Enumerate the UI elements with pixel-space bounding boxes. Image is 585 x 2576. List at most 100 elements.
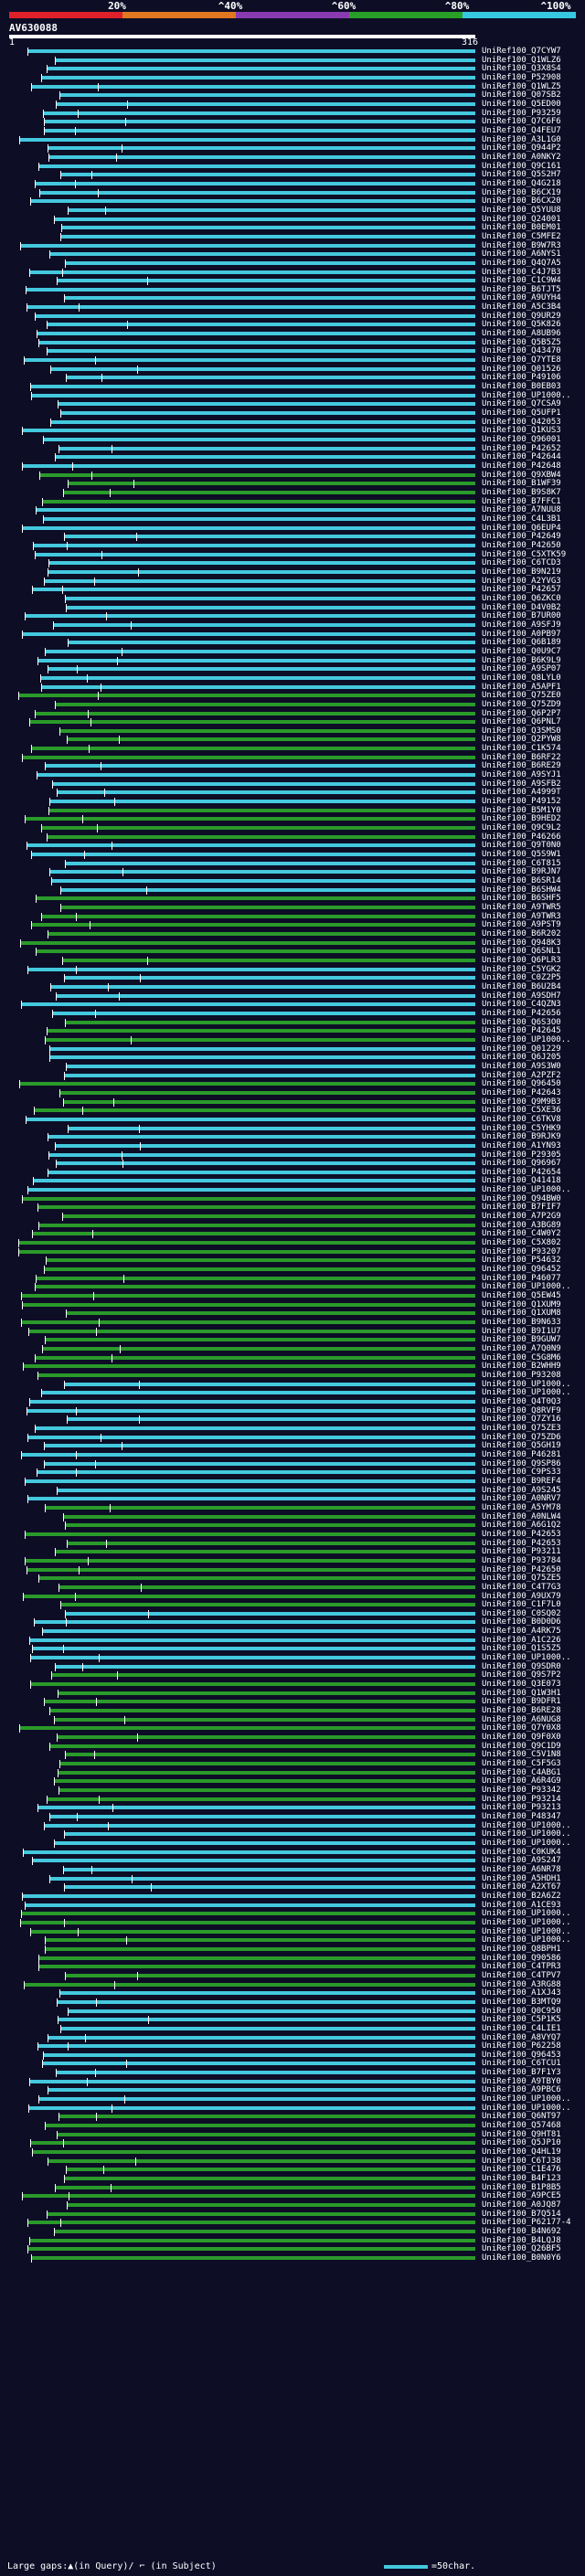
hit-bar[interactable] (58, 2115, 475, 2119)
hit-label[interactable]: UniRef100_A6R4G9 (482, 1776, 561, 1786)
hit-label[interactable]: UniRef100_Q944P2 (482, 143, 561, 154)
hit-bar[interactable] (48, 808, 475, 812)
hit-label[interactable]: UniRef100_P93211 (482, 1547, 561, 1557)
hit-label[interactable]: UniRef100_B0EB03 (482, 382, 561, 392)
hit-label[interactable]: UniRef100_C0SQ02 (482, 1608, 561, 1618)
hit-label[interactable]: UniRef100_Q6EUP4 (482, 523, 561, 533)
hit-bar[interactable] (59, 1762, 475, 1766)
hit-bar[interactable] (65, 861, 475, 865)
hit-bar[interactable] (27, 49, 475, 53)
hit-label[interactable]: UniRef100_C9PS33 (482, 1468, 561, 1478)
hit-bar[interactable] (45, 1338, 475, 1342)
hit-bar[interactable] (30, 385, 475, 389)
hit-label[interactable]: UniRef100_C5YHK9 (482, 1123, 561, 1133)
hit-label[interactable]: UniRef100_Q94BW0 (482, 1193, 561, 1203)
hit-label[interactable]: UniRef100_P42650 (482, 540, 561, 550)
hit-bar[interactable] (56, 2071, 475, 2075)
hit-label[interactable]: UniRef100_Q57468 (482, 2121, 561, 2131)
hit-label[interactable]: UniRef100_UP1000.. (482, 1820, 571, 1830)
hit-label[interactable]: UniRef100_Q75ZD6 (482, 1432, 561, 1442)
hit-bar[interactable] (67, 1541, 475, 1545)
hit-label[interactable]: UniRef100_A3L1G0 (482, 134, 561, 144)
hit-label[interactable]: UniRef100_UP1000.. (482, 1909, 571, 1919)
hit-label[interactable]: UniRef100_A6NUG8 (482, 1714, 561, 1724)
hit-label[interactable]: UniRef100_A9S245 (482, 1485, 561, 1495)
hit-label[interactable]: UniRef100_A9UYH4 (482, 293, 561, 303)
hit-bar[interactable] (23, 1594, 475, 1598)
hit-label[interactable]: UniRef100_C0Z2P5 (482, 973, 561, 983)
hit-label[interactable]: UniRef100_Q5EW45 (482, 1291, 561, 1301)
hit-bar[interactable] (52, 781, 475, 786)
hit-label[interactable]: UniRef100_P93784 (482, 1555, 561, 1565)
hit-bar[interactable] (64, 1832, 475, 1837)
hit-label[interactable]: UniRef100_Q75ZD9 (482, 699, 561, 709)
hit-label[interactable]: UniRef100_A9S247 (482, 1856, 561, 1866)
hit-bar[interactable] (41, 1391, 475, 1395)
hit-bar[interactable] (57, 790, 475, 795)
hit-label[interactable]: UniRef100_Q5YUU8 (482, 205, 561, 215)
hit-bar[interactable] (29, 1399, 475, 1404)
hit-label[interactable]: UniRef100_A9TBY0 (482, 2076, 561, 2086)
hit-label[interactable]: UniRef100_Q9HT81 (482, 2129, 561, 2139)
hit-bar[interactable] (66, 2168, 475, 2172)
hit-label[interactable]: UniRef100_A5APF1 (482, 682, 561, 692)
hit-label[interactable]: UniRef100_UP1000.. (482, 1653, 571, 1663)
hit-bar[interactable] (57, 2132, 475, 2136)
hit-bar[interactable] (52, 1011, 475, 1015)
hit-bar[interactable] (59, 728, 475, 733)
hit-bar[interactable] (36, 1276, 475, 1280)
hit-bar[interactable] (57, 1488, 475, 1492)
hit-bar[interactable] (22, 2194, 475, 2199)
hit-label[interactable]: UniRef100_Q3X8S4 (482, 64, 561, 74)
hit-bar[interactable] (37, 773, 475, 778)
hit-bar[interactable] (20, 940, 475, 945)
hit-bar[interactable] (25, 817, 475, 822)
hit-label[interactable]: UniRef100_Q5S9W1 (482, 850, 561, 860)
hit-bar[interactable] (31, 84, 475, 89)
hit-label[interactable]: UniRef100_C4LIE1 (482, 2023, 561, 2033)
hit-bar[interactable] (68, 207, 475, 212)
hit-bar[interactable] (37, 658, 475, 663)
hit-label[interactable]: UniRef100_A1XJ43 (482, 1988, 561, 1998)
hit-label[interactable]: UniRef100_B3MTQ9 (482, 1997, 561, 2007)
hit-bar[interactable] (50, 419, 475, 424)
hit-bar[interactable] (64, 976, 475, 981)
hit-label[interactable]: UniRef100_C5V1N8 (482, 1750, 561, 1760)
hit-bar[interactable] (38, 164, 475, 168)
hit-label[interactable]: UniRef100_Q8BPH1 (482, 1944, 561, 1954)
hit-label[interactable]: UniRef100_Q6NT97 (482, 2112, 561, 2122)
hit-bar[interactable] (22, 1893, 475, 1898)
hit-label[interactable]: UniRef100_Q4HL19 (482, 2147, 561, 2157)
hit-label[interactable]: UniRef100_A1CE93 (482, 1900, 561, 1910)
hit-label[interactable]: UniRef100_Q4Q7A5 (482, 258, 561, 268)
hit-label[interactable]: UniRef100_C0KUK4 (482, 1847, 561, 1857)
hit-bar[interactable] (55, 2185, 475, 2189)
hit-label[interactable]: UniRef100_UP1000.. (482, 1917, 571, 1927)
hit-label[interactable]: UniRef100_C6TCD3 (482, 558, 561, 568)
hit-bar[interactable] (57, 1735, 475, 1740)
hit-label[interactable]: UniRef100_P46281 (482, 1449, 561, 1459)
hit-label[interactable]: UniRef100_P48347 (482, 1812, 561, 1821)
hit-label[interactable]: UniRef100_P42650 (482, 1564, 561, 1574)
hit-bar[interactable] (25, 1903, 475, 1907)
hit-label[interactable]: UniRef100_Q3E073 (482, 1680, 561, 1690)
hit-bar[interactable] (58, 1788, 475, 1793)
hit-bar[interactable] (25, 1532, 475, 1536)
hit-label[interactable]: UniRef100_Q1WLZ6 (482, 55, 561, 65)
hit-bar[interactable] (27, 967, 475, 971)
hit-label[interactable]: UniRef100_Q7CYW7 (482, 47, 561, 56)
hit-label[interactable]: UniRef100_A6NYS1 (482, 249, 561, 260)
hit-label[interactable]: UniRef100_Q5JP10 (482, 2138, 561, 2148)
hit-bar[interactable] (38, 1576, 475, 1581)
hit-label[interactable]: UniRef100_A5C3B4 (482, 302, 561, 313)
hit-bar[interactable] (19, 1726, 475, 1731)
hit-bar[interactable] (31, 923, 475, 928)
hit-label[interactable]: UniRef100_Q96967 (482, 1159, 561, 1169)
hit-bar[interactable] (29, 2079, 475, 2083)
hit-bar[interactable] (44, 120, 475, 124)
hit-bar[interactable] (29, 1638, 475, 1642)
hit-label[interactable]: UniRef100_C4TPV7 (482, 1970, 561, 1980)
hit-bar[interactable] (63, 1514, 475, 1519)
hit-bar[interactable] (18, 1241, 475, 1246)
hit-bar[interactable] (65, 1973, 475, 1977)
